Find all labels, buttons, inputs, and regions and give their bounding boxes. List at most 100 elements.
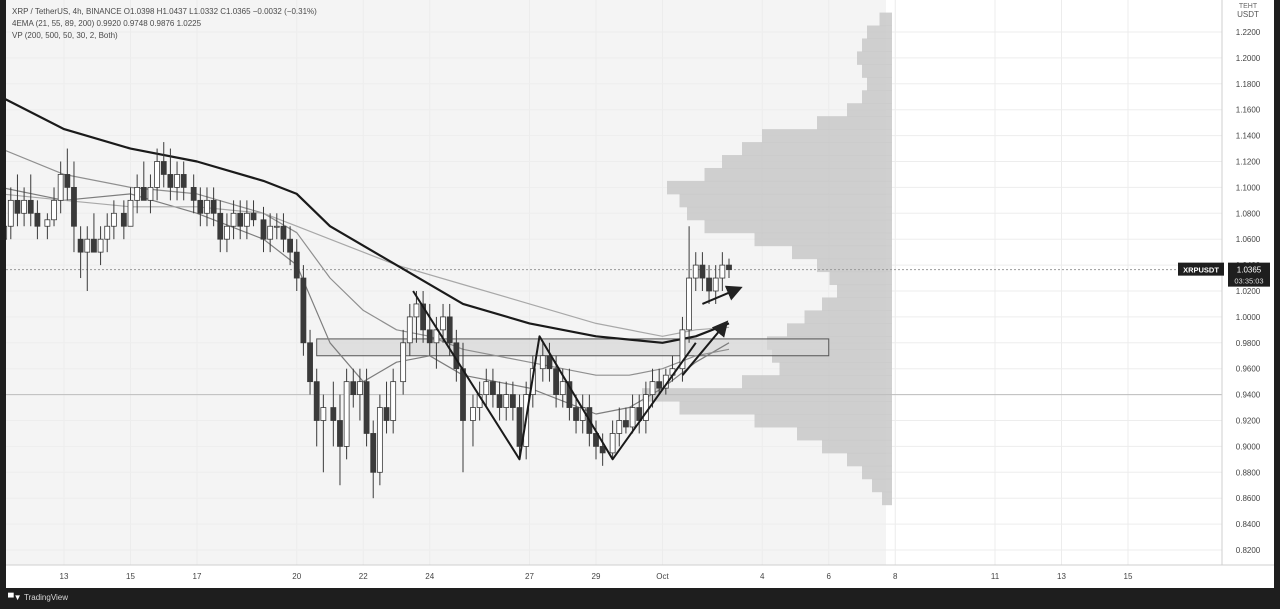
candle-body xyxy=(357,381,363,395)
time-tick-label: 6 xyxy=(827,572,832,581)
candle-body xyxy=(573,407,579,421)
price-tick-label: 0.9400 xyxy=(1236,391,1261,400)
candle xyxy=(6,225,8,240)
candle-body xyxy=(363,381,370,434)
price-tick-label: 1.1800 xyxy=(1236,80,1261,89)
last-price-tag: 1.0365 xyxy=(1237,266,1262,275)
volume-profile-bar xyxy=(742,375,892,389)
candle-body xyxy=(77,238,84,253)
candle xyxy=(573,394,579,434)
time-tick-label: 20 xyxy=(292,572,301,581)
volume-profile-bar xyxy=(879,12,892,27)
candle-body xyxy=(197,199,204,214)
volume-profile-bar xyxy=(754,414,892,428)
candle-body xyxy=(383,407,390,421)
chart-legend: XRP / TetherUS, 4h, BINANCE O1.0398 H1.0… xyxy=(12,6,317,42)
candle xyxy=(623,407,629,434)
candle-body xyxy=(27,199,34,214)
candle xyxy=(616,407,623,447)
volume-profile-bar xyxy=(847,452,892,467)
time-tick-label: 15 xyxy=(126,572,135,581)
candle-body xyxy=(679,329,686,370)
candle xyxy=(237,200,244,240)
price-tick-label: 0.9200 xyxy=(1236,417,1261,426)
candle-body xyxy=(376,407,383,473)
candle xyxy=(307,329,313,395)
candle-body xyxy=(273,225,280,228)
price-tick-label: 1.1200 xyxy=(1236,158,1261,167)
time-tick-label: 17 xyxy=(193,572,202,581)
candle-body xyxy=(400,342,407,383)
candle-body xyxy=(267,225,274,240)
volume-profile-bar xyxy=(704,167,892,182)
plot-background-right xyxy=(886,0,1222,565)
candle xyxy=(433,316,440,369)
candle-body xyxy=(14,199,21,214)
candle-body xyxy=(516,407,523,447)
candle-body xyxy=(593,433,599,447)
tradingview-logo[interactable]: ▀▼ TradingView xyxy=(8,593,68,602)
candle-body xyxy=(250,212,257,221)
candle xyxy=(363,368,370,447)
ema-line-ema-89 xyxy=(6,193,730,337)
symbol-info[interactable]: XRP / TetherUS, 4h, BINANCE O1.0398 H1.0… xyxy=(12,7,317,16)
volume-profile-bar xyxy=(862,90,892,104)
candle-body xyxy=(320,407,327,421)
candle xyxy=(516,394,523,460)
candle xyxy=(44,213,51,240)
candle xyxy=(376,394,383,486)
candle-body xyxy=(97,238,104,253)
candle xyxy=(699,252,706,291)
volume-profile-bar xyxy=(679,401,892,415)
candle-body xyxy=(509,394,516,408)
candle-body xyxy=(649,381,656,395)
candle-body xyxy=(230,212,237,227)
volume-profile-legend[interactable]: VP (200, 500, 50, 30, 2, Both) xyxy=(12,31,118,40)
symbol-tag-bg xyxy=(1178,262,1224,276)
candle-body xyxy=(160,161,167,175)
price-tick-label: 1.1600 xyxy=(1236,106,1261,115)
price-tick-label: 0.9600 xyxy=(1236,365,1261,374)
volume-profile-bar xyxy=(817,258,892,273)
candle xyxy=(140,161,147,201)
candle xyxy=(566,368,573,421)
candle-body xyxy=(190,186,197,201)
candle xyxy=(546,342,553,382)
candle xyxy=(406,303,413,356)
candle xyxy=(313,368,320,447)
time-tick-label: 11 xyxy=(991,572,1000,581)
candle xyxy=(719,252,726,291)
price-tick-label: 0.8200 xyxy=(1236,546,1261,555)
support-zone-layer xyxy=(316,338,830,357)
candle-body xyxy=(21,199,28,214)
candle-body xyxy=(6,225,8,240)
candle xyxy=(51,187,57,227)
candle xyxy=(343,368,350,460)
price-tick-label: 1.1400 xyxy=(1236,132,1261,141)
volume-profile-bar xyxy=(804,310,892,324)
candle xyxy=(190,174,197,214)
candle xyxy=(230,200,237,240)
candle-body xyxy=(64,174,71,188)
candle xyxy=(127,187,134,227)
candle xyxy=(147,174,154,214)
candle xyxy=(250,200,257,227)
time-tick-label: 13 xyxy=(60,572,69,581)
candle xyxy=(503,381,510,421)
candle-body xyxy=(539,355,546,370)
candle xyxy=(197,187,204,227)
ema-legend[interactable]: 4EMA (21, 55, 89, 200) 0.9920 0.9748 0.9… xyxy=(12,19,202,28)
candle xyxy=(154,148,161,201)
bar-countdown: 03:35:03 xyxy=(1234,277,1263,286)
candle-body xyxy=(330,407,337,421)
candle-body xyxy=(300,277,307,344)
candle xyxy=(174,161,180,201)
candle xyxy=(34,200,41,240)
candle xyxy=(27,174,34,227)
volume-profile-bar xyxy=(797,426,892,441)
candle-body xyxy=(260,219,267,240)
price-tick-label: 0.8800 xyxy=(1236,468,1261,477)
candle-body xyxy=(390,381,397,421)
price-tick-label: 1.2200 xyxy=(1236,28,1261,37)
